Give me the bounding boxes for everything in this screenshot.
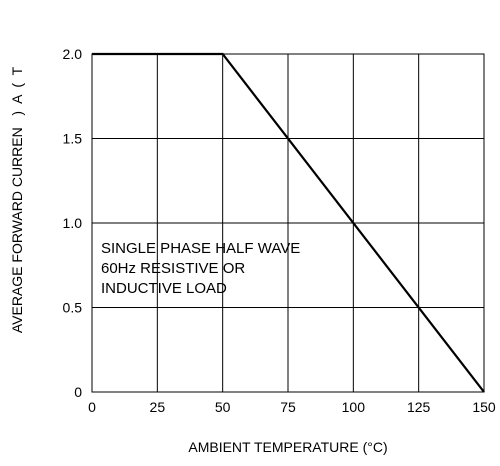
y-tick-label: 2.0 — [63, 46, 83, 62]
x-axis-label: AMBIENT TEMPERATURE (°C) — [188, 439, 387, 455]
x-tick-label: 100 — [342, 399, 366, 415]
x-tick-label: 125 — [407, 399, 431, 415]
x-tick-label: 75 — [280, 399, 296, 415]
series-line — [92, 52, 485, 393]
y-tick-label: 0.5 — [63, 300, 83, 316]
y-axis-label: AVERAGE FORWARD CURREN ) A ( T — [9, 66, 25, 333]
x-tick-label: 0 — [88, 399, 96, 415]
x-tick-label: 50 — [215, 399, 231, 415]
y-tick-label: 0 — [74, 384, 82, 400]
y-tick-label: 1.5 — [63, 131, 83, 147]
y-tick-labels: 0 0.5 1.0 1.5 2.0 — [63, 46, 83, 400]
x-tick-label: 25 — [150, 399, 166, 415]
x-tick-labels: 0 25 50 75 100 125 150 — [88, 399, 496, 415]
grid — [91, 53, 485, 393]
x-tick-label: 150 — [472, 399, 496, 415]
annotation-line: INDUCTIVE LOAD — [101, 280, 227, 297]
y-tick-label: 1.0 — [63, 215, 83, 231]
annotation: SINGLE PHASE HALF WAVE 60Hz RESISTIVE OR I… — [101, 240, 300, 297]
annotation-line: SINGLE PHASE HALF WAVE — [101, 240, 300, 257]
annotation-line: 60Hz RESISTIVE OR — [101, 260, 245, 277]
plot-frame — [91, 53, 485, 393]
